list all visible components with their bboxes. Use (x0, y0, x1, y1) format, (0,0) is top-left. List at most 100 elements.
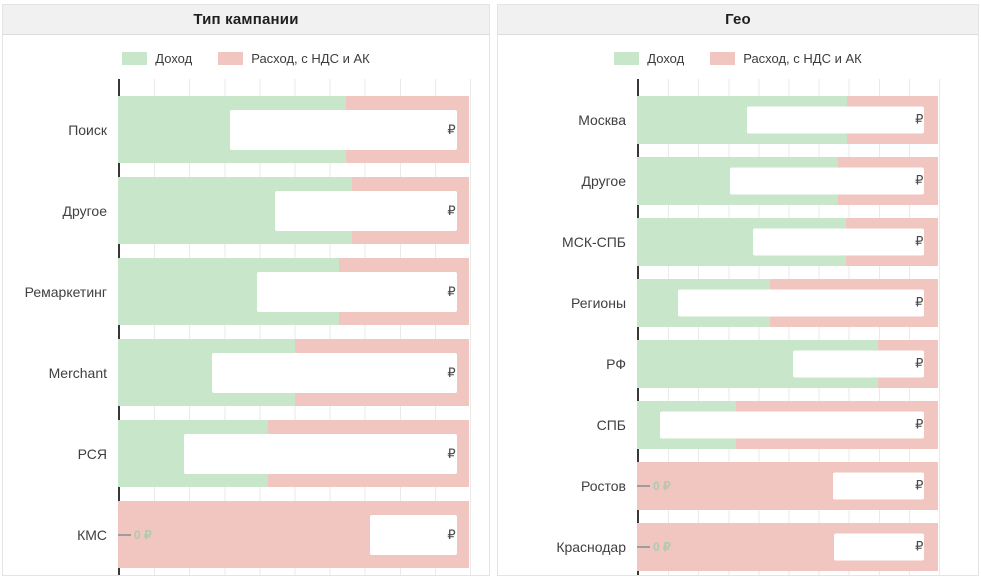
category-label: Merchant (48, 364, 107, 381)
redacted-value-box: ₽ (730, 167, 925, 194)
income-swatch-icon (614, 52, 640, 65)
bar-track: ₽ (637, 339, 938, 388)
bar-row: СПБ ₽ (498, 394, 978, 455)
ruble-sign: ₽ (915, 172, 924, 188)
category-label: Краснодар (556, 538, 626, 555)
ruble-sign: ₽ (915, 294, 924, 310)
bar-track: 0 ₽ ₽ (637, 461, 938, 510)
income-swatch-icon (122, 52, 148, 65)
category-label: Другое (62, 202, 107, 219)
bar-track: ₽ (637, 400, 938, 449)
bar-row: Поиск ₽ (3, 89, 489, 170)
zero-leader-line (637, 545, 650, 548)
redacted-value-box: ₽ (370, 514, 457, 555)
panel-title: Гео (498, 5, 978, 35)
ruble-sign: ₽ (915, 111, 924, 127)
redacted-value-box: ₽ (256, 271, 457, 312)
redacted-value-box: ₽ (229, 109, 457, 150)
bar-rows-container: Москва ₽ Другое ₽ МСК-СПБ ₽ (498, 79, 978, 575)
legend-item-expense[interactable]: Расход, с НДС и АК (218, 51, 370, 66)
category-label: РФ (606, 355, 626, 372)
chart-legend: Доход Расход, с НДС и АК (498, 51, 978, 66)
expense-swatch-icon (218, 52, 244, 65)
category-label: КМС (77, 526, 107, 543)
bar-track: ₽ (118, 339, 469, 406)
redacted-value-box: ₽ (832, 472, 925, 499)
ruble-sign: ₽ (915, 416, 924, 432)
category-label: МСК-СПБ (562, 233, 626, 250)
redacted-value-box: ₽ (833, 533, 925, 560)
bar-row: Другое ₽ (498, 150, 978, 211)
redacted-value-box: ₽ (792, 350, 925, 377)
bar-row: МСК-СПБ ₽ (498, 211, 978, 272)
bar-track: ₽ (637, 156, 938, 205)
ruble-sign: ₽ (915, 477, 924, 493)
redacted-value-box: ₽ (659, 411, 925, 438)
campaign-type-chart-panel: Тип кампании Доход Расход, с НДС и АК По… (2, 4, 490, 576)
category-label: Ростов (581, 477, 626, 494)
zero-income-annotation: 0 ₽ (637, 479, 671, 493)
plot-area: Москва ₽ Другое ₽ МСК-СПБ ₽ (498, 79, 978, 575)
bar-row: РСЯ ₽ (3, 413, 489, 494)
category-label: РСЯ (77, 445, 107, 462)
redacted-value-box: ₽ (212, 352, 457, 393)
ruble-sign: ₽ (447, 283, 456, 299)
bar-row: Другое ₽ (3, 170, 489, 251)
zero-leader-line (637, 484, 650, 487)
legend-label: Расход, с НДС и АК (251, 51, 370, 66)
bar-row: РФ ₽ (498, 333, 978, 394)
bar-track: 0 ₽ ₽ (637, 522, 938, 571)
legend-label: Доход (155, 51, 193, 66)
plot-area: Поиск ₽ Другое ₽ Ремаркетинг ₽ (3, 79, 489, 575)
category-label: Другое (581, 172, 626, 189)
redacted-value-box: ₽ (274, 190, 457, 231)
bar-track: ₽ (118, 177, 469, 244)
bar-track: ₽ (637, 95, 938, 144)
category-label: Поиск (68, 121, 107, 138)
bar-row: Ремаркетинг ₽ (3, 251, 489, 332)
bar-track: ₽ (118, 420, 469, 487)
panel-title: Тип кампании (3, 5, 489, 35)
bar-row: Merchant ₽ (3, 332, 489, 413)
redacted-value-box: ₽ (746, 106, 925, 133)
legend-item-income[interactable]: Доход (614, 51, 684, 66)
ruble-sign: ₽ (915, 538, 924, 554)
ruble-sign: ₽ (447, 445, 456, 461)
category-label: СПБ (596, 416, 626, 433)
bar-track: ₽ (118, 258, 469, 325)
ruble-sign: ₽ (915, 355, 924, 371)
zero-leader-line (118, 533, 131, 536)
category-label: Москва (578, 111, 626, 128)
zero-income-annotation: 0 ₽ (637, 540, 671, 554)
bar-rows-container: Поиск ₽ Другое ₽ Ремаркетинг ₽ (3, 79, 489, 575)
bar-row: Регионы ₽ (498, 272, 978, 333)
zero-income-label: 0 ₽ (653, 478, 671, 493)
category-label: Ремаркетинг (24, 283, 107, 300)
legend-item-expense[interactable]: Расход, с НДС и АК (710, 51, 862, 66)
geo-chart-panel: Гео Доход Расход, с НДС и АК Москва ₽ Др… (497, 4, 979, 576)
bar-track: 0 ₽ ₽ (118, 501, 469, 568)
bar-row: КМС 0 ₽ ₽ (3, 494, 489, 575)
zero-income-label: 0 ₽ (653, 539, 671, 554)
bar-row: Москва ₽ (498, 89, 978, 150)
ruble-sign: ₽ (447, 526, 456, 542)
bar-track: ₽ (118, 96, 469, 163)
legend-item-income[interactable]: Доход (122, 51, 192, 66)
ruble-sign: ₽ (447, 202, 456, 218)
bar-row: Ростов 0 ₽ ₽ (498, 455, 978, 516)
category-label: Регионы (570, 294, 626, 311)
bar-row: Краснодар 0 ₽ ₽ (498, 516, 978, 575)
redacted-value-box: ₽ (677, 289, 925, 316)
redacted-value-box: ₽ (752, 228, 925, 255)
ruble-sign: ₽ (447, 121, 456, 137)
legend-label: Расход, с НДС и АК (743, 51, 862, 66)
zero-income-label: 0 ₽ (134, 527, 152, 542)
chart-legend: Доход Расход, с НДС и АК (3, 51, 489, 66)
ruble-sign: ₽ (915, 233, 924, 249)
zero-income-annotation: 0 ₽ (118, 528, 152, 542)
bar-track: ₽ (637, 278, 938, 327)
bar-track: ₽ (637, 217, 938, 266)
redacted-value-box: ₽ (184, 433, 457, 474)
ruble-sign: ₽ (447, 364, 456, 380)
legend-label: Доход (647, 51, 685, 66)
